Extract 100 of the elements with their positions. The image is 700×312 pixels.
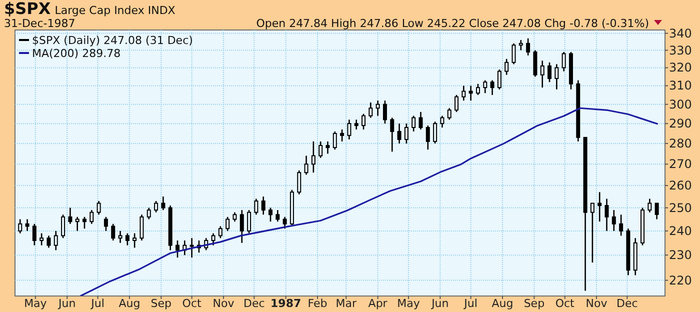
x-tick-label: Nov [586,297,608,310]
candlestick [526,38,530,56]
candlestick [111,223,116,242]
candlestick [654,202,659,220]
legend-label: $SPX (Daily) 247.08 (31 Dec) [32,34,193,47]
text: Open 247.84 High 247.86 Low 245.22 Close 247.08 Chg -0.78 (-0.31%) [256,17,649,30]
candlestick [362,113,366,130]
candlestick [104,216,108,232]
candlestick [40,232,44,246]
y-tick-label: 300 [669,97,692,112]
candlestick [247,209,252,234]
candlestick [318,140,323,158]
candlestick [161,196,166,211]
y-tick-label: 310 [669,78,692,93]
candlestick [226,216,230,232]
candlestick [497,68,502,90]
x-tick-label: Oct [182,297,202,310]
candlestick [232,212,237,222]
x-tick-label: Dec [244,297,265,310]
candlestick [376,100,380,116]
x-tick-label: Nov [212,297,235,310]
candlestick [18,218,22,234]
candlestick [390,117,394,152]
y-tick-label: 260 [669,178,692,193]
candlestick [590,202,594,264]
candlestick [548,62,552,83]
candlestick [154,200,158,213]
candlestick [326,140,330,154]
candlestick [518,39,523,51]
chart-subtitle: 31-Dec-1987 [4,17,76,30]
x-tick-label: Jul [463,297,478,310]
candlestick [261,196,266,216]
candlestick [382,100,387,124]
x-tick-label: Apr [368,297,388,310]
candlestick [462,85,466,102]
candlestick [512,42,516,65]
line-series [80,107,659,296]
candlestick [648,198,652,213]
candlestick [440,115,444,128]
candlestick [82,216,86,230]
candlestick [132,232,137,248]
candlestick [354,119,358,130]
x-tick-label: Jun [430,297,449,310]
candlestick [604,198,609,232]
candlestick [562,51,566,72]
candlestick [612,209,616,232]
candlestick [533,50,538,78]
x-tick-label: Dec [616,297,638,310]
candlestick [140,214,144,242]
candlestick [176,240,180,258]
y-tick-label: 320 [669,60,692,75]
candlestick [598,191,602,222]
candlestick [468,85,473,102]
candlestick [276,209,280,222]
candlestick [96,200,101,216]
y-tick-label: 290 [669,116,692,131]
candlestick [418,111,423,130]
x-tick-label: Jul [90,297,104,310]
candlestick [476,83,480,96]
x-tick-label: Aug [492,297,514,310]
chart-title: $SPX Large Cap Index INDX [4,0,176,18]
candlestick [311,140,316,174]
candlestick [397,122,402,144]
x-tick-label: May [397,297,420,310]
x-tick-label: Mar [336,297,357,310]
candlestick [340,128,344,142]
candlestick [433,120,438,144]
candlestick [490,80,494,96]
candlestick [190,237,194,258]
x-tick-label: Oct [555,297,576,310]
candlestick [347,119,352,140]
candlestick [68,207,72,225]
y-tick-label: 220 [669,273,692,288]
x-tick-label: 1987 [270,297,302,310]
x-tick-label: Sep [524,297,545,310]
candlestick [426,124,430,150]
candlestick [554,64,559,90]
candlestick [75,216,80,232]
candlestick [332,130,337,150]
y-tick-label: 240 [669,224,692,238]
x-tick-label: Sep [150,297,172,310]
candlestick [483,80,488,94]
candlestick [297,170,302,195]
candlestick [211,232,216,246]
y-tick-label: 230 [669,248,692,262]
candlestick [240,209,244,244]
candlestick [254,198,258,216]
candlestick [218,226,222,239]
candlestick [504,58,509,76]
x-tick-label: May [24,297,48,310]
candlestick [32,223,36,246]
candlestick [90,209,94,225]
candlestick [125,232,130,246]
candlestick [619,214,624,236]
candlestick [61,214,66,239]
candlestick [46,235,51,248]
candlestick [447,107,452,120]
candlestick [268,207,273,222]
candlestick [304,155,308,176]
legend-label: MA(200) 289.78 [32,47,121,60]
